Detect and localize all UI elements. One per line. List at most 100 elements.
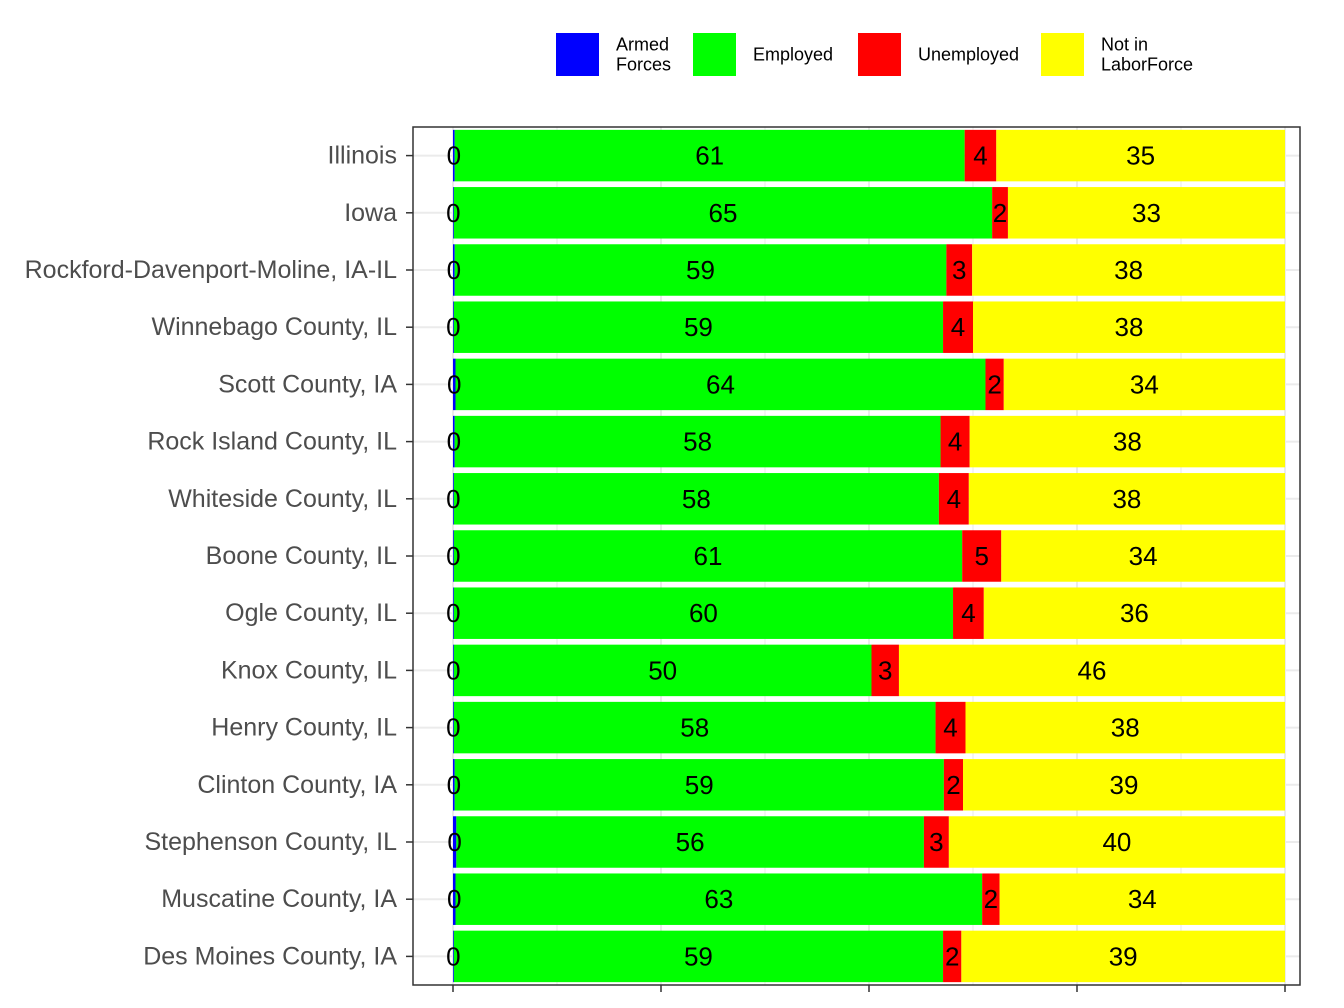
y-axis: Illinois Iowa Rockford-Davenport-Moline, I… xyxy=(25,142,1286,992)
bar-segment xyxy=(453,759,455,811)
bar-segment xyxy=(973,301,1285,353)
data-label: 0 xyxy=(447,770,461,800)
bar-segment xyxy=(968,473,1285,525)
data-label: 34 xyxy=(1130,369,1159,399)
data-label: 63 xyxy=(704,884,733,914)
data-label: 39 xyxy=(1109,941,1138,971)
bar-segment xyxy=(453,244,455,296)
data-label: 34 xyxy=(1129,541,1158,571)
y-tick-label: Ogle County, IL xyxy=(225,599,397,627)
data-label: 35 xyxy=(1126,141,1155,171)
bar-segment xyxy=(453,816,457,868)
bar-segment xyxy=(992,187,1008,239)
legend-label: Employed xyxy=(753,45,833,65)
bar-segment xyxy=(453,301,454,353)
data-label: 46 xyxy=(1078,655,1107,685)
data-label: 61 xyxy=(695,141,724,171)
data-label: 59 xyxy=(684,941,713,971)
data-label: 50 xyxy=(648,655,677,685)
bar-segment xyxy=(982,873,1000,925)
bar-segment xyxy=(453,530,454,582)
bar-segment xyxy=(453,701,936,754)
bar-segment xyxy=(453,358,456,411)
legend-label: Not in xyxy=(1101,35,1148,55)
bar-segment xyxy=(453,644,872,697)
bar-segment xyxy=(965,701,1285,754)
data-label: 0 xyxy=(446,713,460,743)
bar-segment xyxy=(453,530,963,582)
data-label: 33 xyxy=(1132,198,1161,228)
bar-segment xyxy=(964,129,997,182)
data-label: 0 xyxy=(446,198,460,228)
bar-segment xyxy=(453,587,954,639)
bar-segment xyxy=(943,759,964,811)
y-tick-label: Iowa xyxy=(344,199,397,227)
bar-segment xyxy=(938,473,969,525)
bar-segment xyxy=(996,129,1285,182)
bar-segment xyxy=(963,759,1285,811)
bar-segment xyxy=(946,244,973,296)
data-label: 64 xyxy=(706,369,735,399)
bar-segment xyxy=(453,587,454,639)
data-label: 40 xyxy=(1102,827,1131,857)
data-label: 59 xyxy=(686,255,715,285)
data-label: 3 xyxy=(878,655,892,685)
legend-item: Unemployed xyxy=(858,33,1019,76)
bar-segment xyxy=(985,358,1004,411)
legend-label: Unemployed xyxy=(918,45,1019,65)
bar-segment xyxy=(454,415,941,468)
y-tick-label: Rock Island County, IL xyxy=(147,428,397,456)
data-label: 0 xyxy=(447,427,461,457)
bar-segment xyxy=(453,701,454,754)
bar-segment xyxy=(453,187,454,239)
y-tick-label: Stephenson County, IL xyxy=(145,828,398,856)
bar-segment xyxy=(1001,530,1285,582)
legend-label: LaborForce xyxy=(1101,55,1193,75)
bar-segment xyxy=(1007,187,1285,239)
bar-segment xyxy=(453,415,455,468)
y-tick-label: Boone County, IL xyxy=(206,542,397,570)
bar-segment xyxy=(453,301,944,353)
data-label: 4 xyxy=(943,713,957,743)
data-label: 38 xyxy=(1111,713,1140,743)
bar-segment xyxy=(969,415,1285,468)
data-label: 38 xyxy=(1115,312,1144,342)
data-label: 0 xyxy=(447,141,461,171)
bars xyxy=(453,129,1285,983)
legend-item: Employed xyxy=(693,33,833,76)
bar-segment xyxy=(455,873,983,925)
y-tick-label: Clinton County, IA xyxy=(197,771,397,799)
data-label: 0 xyxy=(447,369,461,399)
bar-segment xyxy=(999,873,1285,925)
bar-segment xyxy=(953,587,984,639)
bar-segment xyxy=(962,530,1002,582)
data-label: 2 xyxy=(993,198,1007,228)
data-label: 2 xyxy=(984,884,998,914)
bar-segment xyxy=(935,701,966,754)
legend-label: Armed xyxy=(616,35,669,55)
bar-segment xyxy=(983,587,1285,639)
bar-segment xyxy=(961,930,1285,983)
plot-panel: 0 61 4 350 65 2 330 59 3 380 59 4 380 64 2 340 58 4 380 58 4… xyxy=(25,126,1301,992)
data-label: 60 xyxy=(689,598,718,628)
data-label: 4 xyxy=(973,141,987,171)
legend-key xyxy=(693,33,736,76)
data-label: 38 xyxy=(1112,484,1141,514)
data-label: 4 xyxy=(961,598,975,628)
data-label: 0 xyxy=(446,312,460,342)
bar-segment xyxy=(454,244,947,296)
data-label: 5 xyxy=(975,541,989,571)
bar-segment xyxy=(453,473,939,525)
data-label: 0 xyxy=(446,541,460,571)
data-label: 2 xyxy=(945,941,959,971)
data-label: 0 xyxy=(446,598,460,628)
data-label: 2 xyxy=(987,369,1001,399)
data-label: 56 xyxy=(676,827,705,857)
bar-segment xyxy=(940,415,970,468)
data-label: 3 xyxy=(929,827,943,857)
bar-segment xyxy=(943,930,962,983)
data-label: 3 xyxy=(952,255,966,285)
y-tick-label: Whiteside County, IL xyxy=(168,485,397,513)
y-tick-label: Des Moines County, IA xyxy=(143,942,397,970)
